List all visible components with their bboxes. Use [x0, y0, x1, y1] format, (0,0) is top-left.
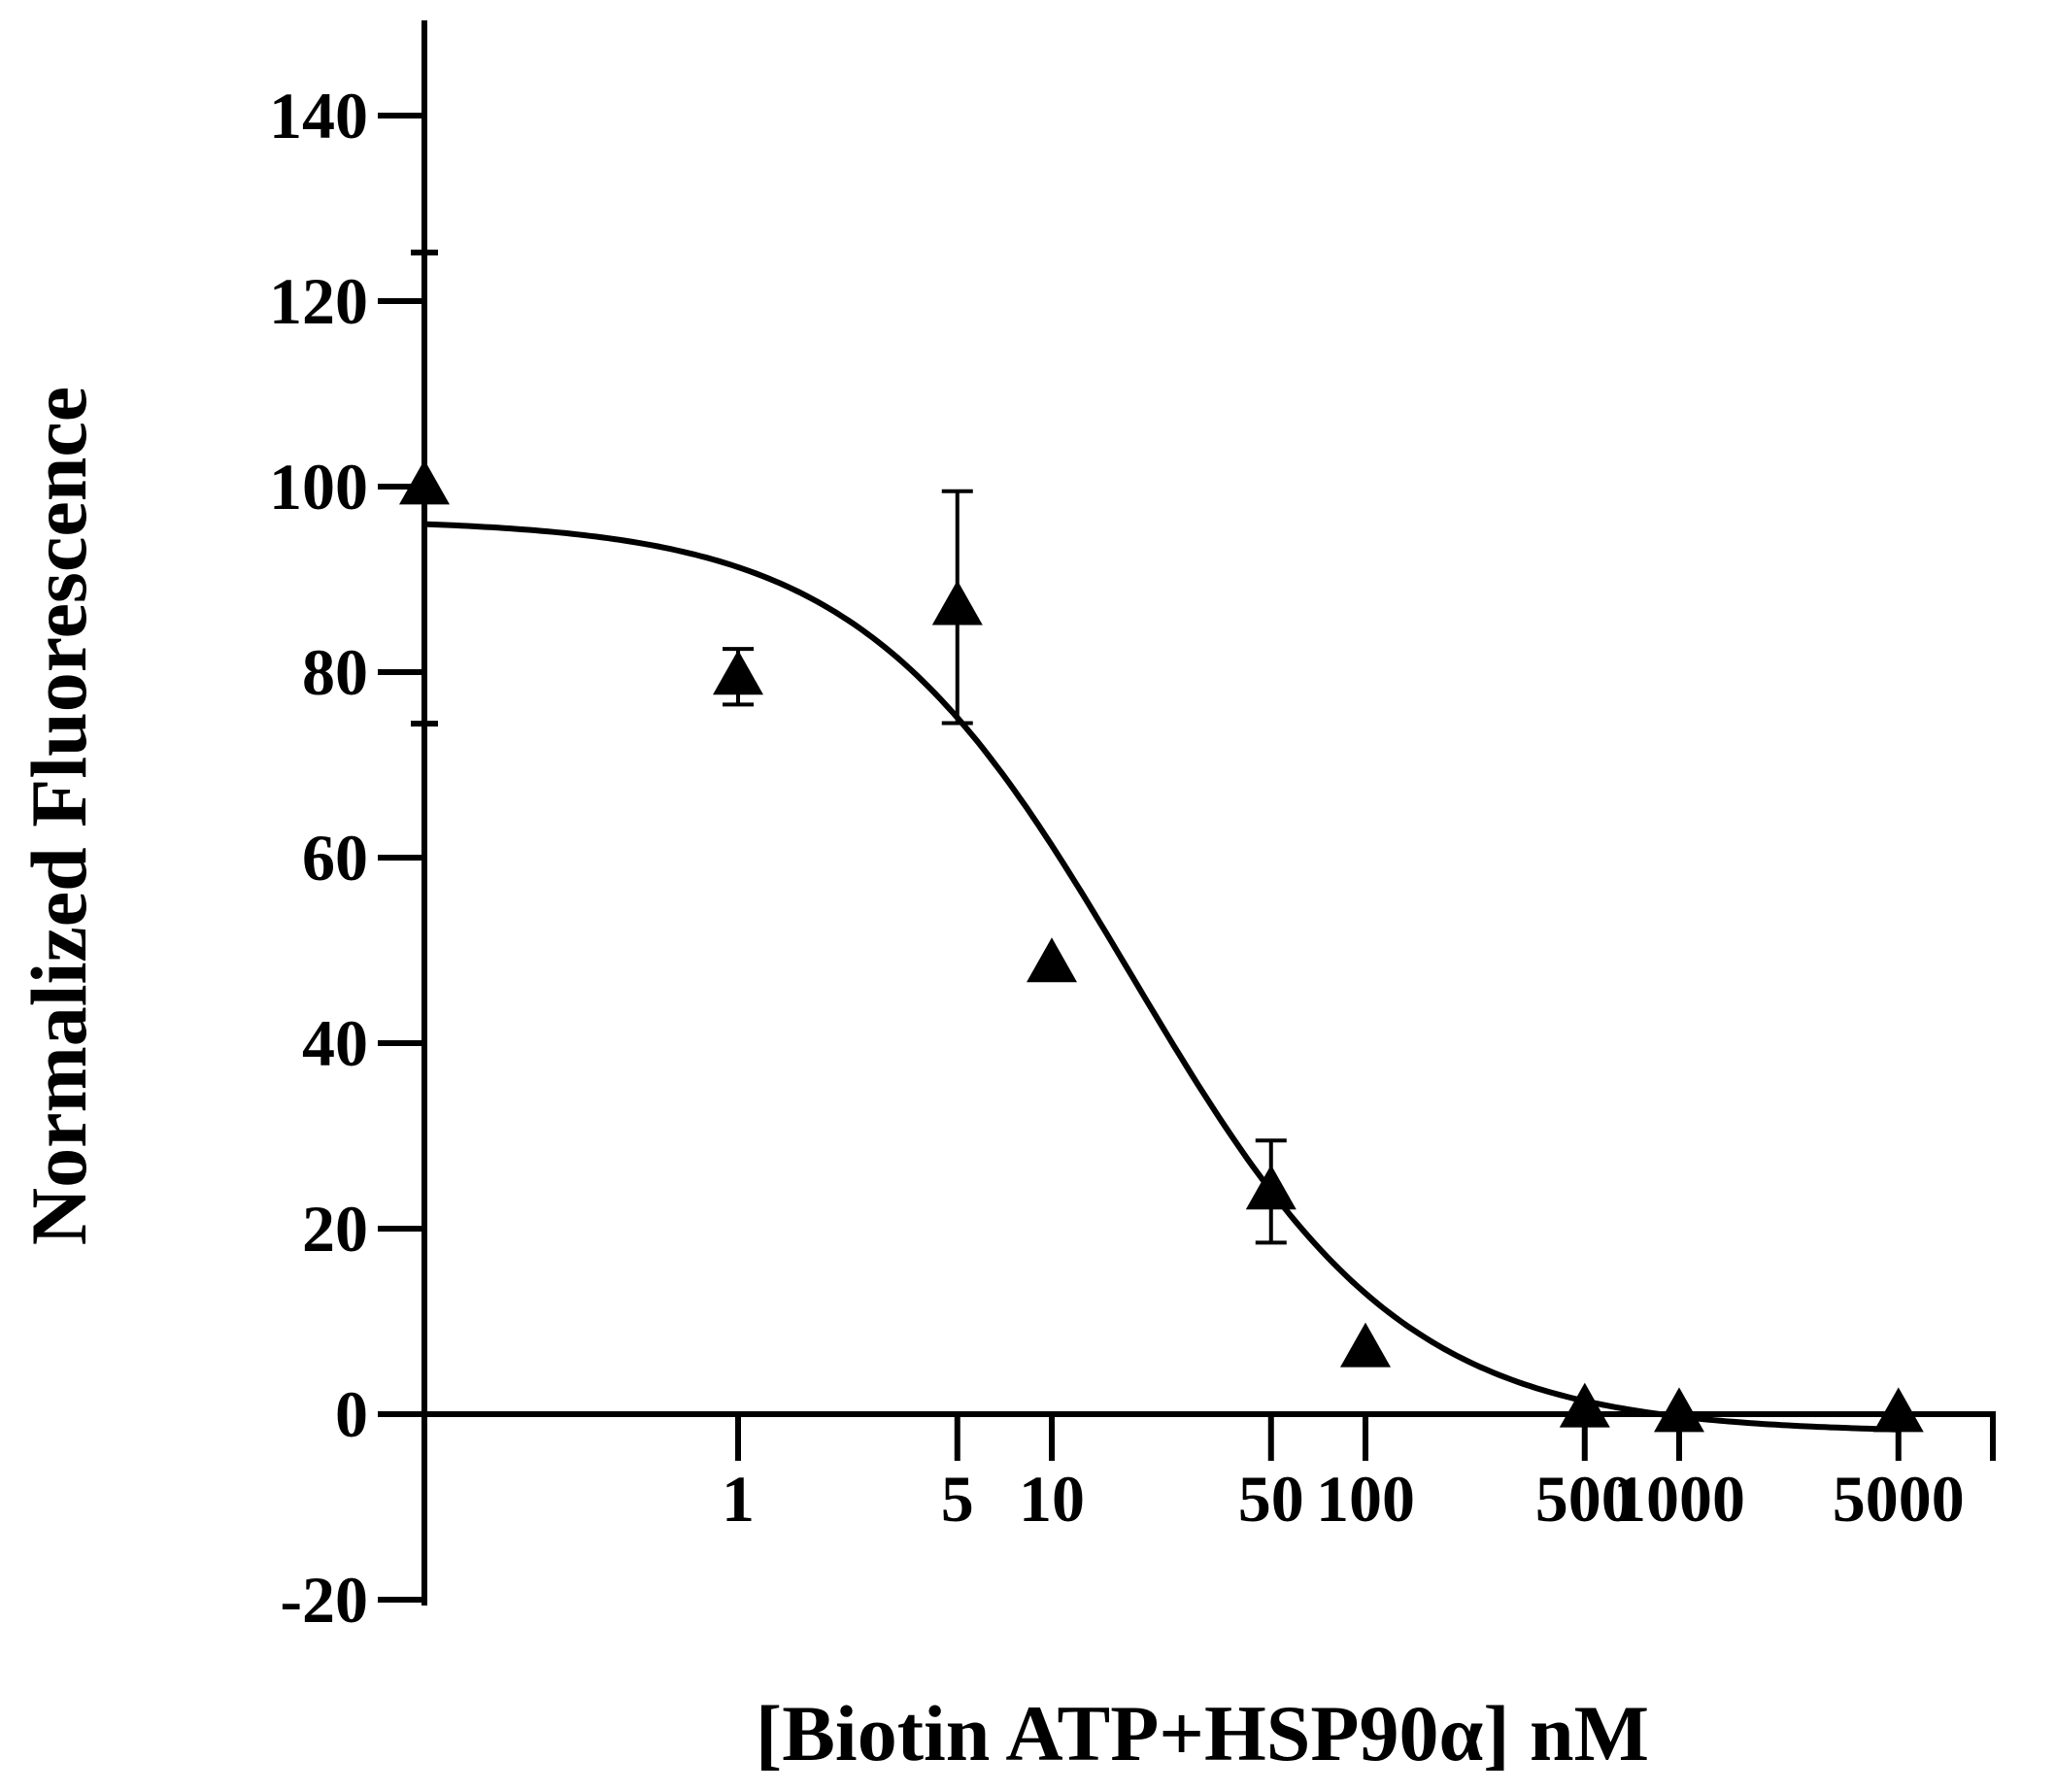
data-point-triangle — [713, 650, 763, 695]
y-tick-label: 60 — [302, 821, 368, 895]
y-tick-label: 20 — [302, 1192, 368, 1266]
data-point-triangle — [1027, 937, 1077, 983]
y-tick-label: 80 — [302, 635, 368, 709]
data-point-triangle — [1245, 1165, 1297, 1210]
y-tick-label: 100 — [269, 450, 368, 524]
axes — [411, 20, 1996, 1606]
data-point-triangle — [1559, 1382, 1610, 1428]
error-bars — [723, 489, 1287, 1245]
x-tick-label: 1 — [722, 1462, 755, 1536]
y-tick-label: 0 — [335, 1377, 368, 1451]
data-point-triangle — [931, 580, 983, 626]
x-tick-label: 5 — [941, 1462, 974, 1536]
x-axis-title: [Biotin ATP+HSP90α] nM — [756, 1689, 1649, 1777]
data-point-triangle — [1872, 1387, 1924, 1433]
data-point-triangle — [1654, 1387, 1704, 1433]
y-tick-label: 140 — [269, 79, 368, 152]
x-tick-label: 5000 — [1833, 1462, 1965, 1536]
fit-curve — [423, 521, 1899, 1433]
y-axis-ticks: 140 120 100 80 60 40 20 0 -20 — [269, 79, 424, 1637]
data-markers — [399, 459, 1924, 1433]
x-tick-label: 50 — [1238, 1462, 1304, 1536]
y-axis-title: Normalized Fluorescence — [15, 387, 103, 1245]
y-tick-label: -20 — [280, 1563, 368, 1637]
x-tick-label: 100 — [1316, 1462, 1415, 1536]
data-point-triangle — [399, 459, 450, 505]
x-tick-label: 10 — [1019, 1462, 1085, 1536]
y-tick-label: 40 — [302, 1006, 368, 1080]
data-point-triangle — [1340, 1322, 1391, 1368]
x-tick-label: 1000 — [1613, 1462, 1745, 1536]
y-tick-label: 120 — [269, 264, 368, 338]
x-tick-label: 500 — [1535, 1462, 1634, 1536]
